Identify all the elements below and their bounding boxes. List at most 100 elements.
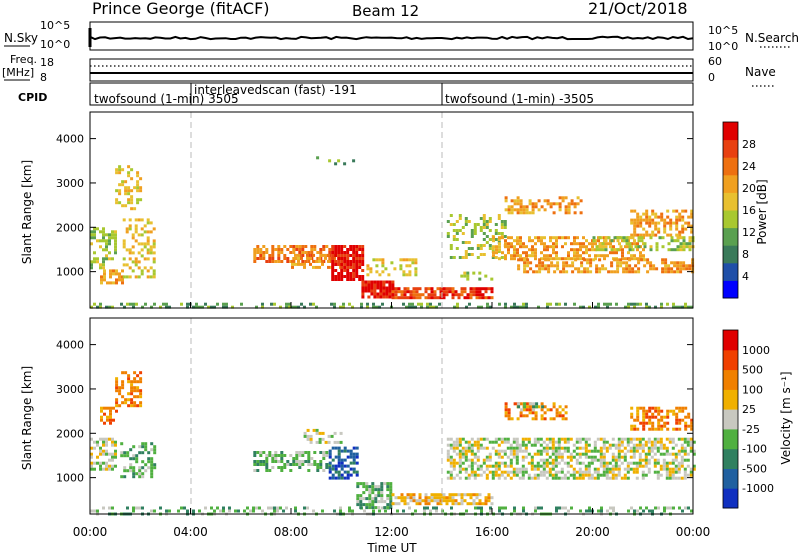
scatter-cell xyxy=(645,212,649,216)
scatter-cell xyxy=(128,257,132,261)
scatter-cell xyxy=(598,258,602,262)
scatter-cell xyxy=(464,455,468,459)
nsky-panel: N.Sky 10^5 10^0 10^5 10^0 N.Search xyxy=(4,19,799,53)
scatter-cell xyxy=(530,464,534,468)
scatter-cell xyxy=(424,290,428,294)
scatter-cell xyxy=(103,272,106,276)
scatter-cell xyxy=(99,245,102,249)
scatter-cell xyxy=(136,380,140,384)
scatter-cell xyxy=(567,211,571,215)
scatter-cell xyxy=(632,467,636,471)
scatter-cell xyxy=(547,264,551,268)
scatter-cell xyxy=(536,464,540,468)
scatter-cell xyxy=(368,485,372,489)
scatter-cell xyxy=(265,251,269,254)
scatter-cell xyxy=(567,509,570,513)
scatter-cell xyxy=(150,442,154,446)
scatter-cell xyxy=(343,254,347,257)
scatter-cell xyxy=(475,290,479,294)
scatter-cell xyxy=(99,461,102,465)
scatter-cell xyxy=(391,292,395,296)
scatter-cell xyxy=(355,470,359,474)
scatter-cell xyxy=(111,464,114,468)
scatter-cell xyxy=(427,502,431,506)
scatter-cell xyxy=(635,449,639,453)
scatter-cell xyxy=(457,493,461,497)
scatter-cell xyxy=(503,476,507,480)
scatter-cell xyxy=(609,245,612,249)
scatter-cell xyxy=(666,233,670,237)
scatter-cell xyxy=(674,452,678,456)
scatter-cell xyxy=(342,302,345,306)
scatter-cell xyxy=(564,417,568,421)
scatter-cell xyxy=(90,236,93,240)
scatter-cell xyxy=(451,502,455,506)
scatter-cell xyxy=(526,261,530,265)
nsky-tick-bottom: 10^0 xyxy=(40,38,70,51)
scatter-cell xyxy=(283,466,287,469)
scatter-cell xyxy=(418,493,422,497)
colorbar-swatch xyxy=(723,428,738,450)
scatter-cell xyxy=(668,440,672,444)
scatter-cell xyxy=(593,455,597,459)
scatter-cell xyxy=(125,263,129,267)
scatter-cell xyxy=(454,502,458,506)
colorbar-tick-label: -25 xyxy=(742,423,760,436)
scatter-cell xyxy=(137,266,141,270)
scatter-cell xyxy=(648,305,651,309)
scatter-cell xyxy=(566,449,570,453)
scatter-cell xyxy=(131,269,135,273)
scatter-cell xyxy=(675,218,679,222)
scatter-cell xyxy=(115,383,119,387)
scatter-cell xyxy=(458,449,462,453)
scatter-cell xyxy=(574,258,578,262)
scatter-cell xyxy=(600,254,603,258)
scatter-cell xyxy=(159,305,162,309)
scatter-cell xyxy=(479,217,483,220)
scatter-cell xyxy=(165,302,168,306)
scatter-cell xyxy=(180,302,183,306)
scatter-cell xyxy=(671,461,675,465)
scatter-cell xyxy=(105,443,108,447)
scatter-cell xyxy=(639,421,643,425)
scatter-cell xyxy=(484,502,488,506)
scatter-cell xyxy=(684,421,688,425)
scatter-cell xyxy=(480,509,483,513)
scatter-cell xyxy=(578,455,582,459)
scatter-cell xyxy=(280,466,284,469)
scatter-cell xyxy=(669,233,673,237)
scatter-cell xyxy=(96,509,99,513)
scatter-cell xyxy=(686,437,690,441)
scatter-cell xyxy=(575,440,579,444)
scatter-cell xyxy=(294,305,297,309)
scatter-cell xyxy=(136,404,140,408)
scatter-cell xyxy=(418,502,422,506)
scatter-cell xyxy=(561,199,565,203)
scatter-cell xyxy=(452,440,456,444)
scatter-cell xyxy=(666,506,669,510)
scatter-cell xyxy=(676,270,680,274)
scatter-cell xyxy=(633,509,636,513)
scatter-cell xyxy=(427,287,431,291)
scatter-cell xyxy=(573,239,576,243)
scatter-cell xyxy=(337,251,341,254)
scatter-cell xyxy=(153,448,157,452)
scatter-cell xyxy=(564,211,568,215)
scatter-cell xyxy=(606,302,609,306)
scatter-cell xyxy=(355,275,359,278)
scatter-cell xyxy=(271,260,275,263)
scatter-cell xyxy=(124,204,128,208)
scatter-cell xyxy=(485,458,489,462)
scatter-cell xyxy=(259,251,263,254)
scatter-cell xyxy=(522,211,526,215)
scatter-cell xyxy=(603,257,606,261)
colorbar-swatch xyxy=(723,448,738,469)
scatter-cell xyxy=(115,386,119,390)
scatter-cell xyxy=(665,446,669,450)
scatter-cell xyxy=(472,287,476,291)
scatter-cell xyxy=(112,406,115,410)
scatter-cell xyxy=(105,254,108,258)
scatter-cell xyxy=(564,236,567,240)
scatter-cell xyxy=(301,460,305,463)
scatter-cell xyxy=(555,242,558,246)
